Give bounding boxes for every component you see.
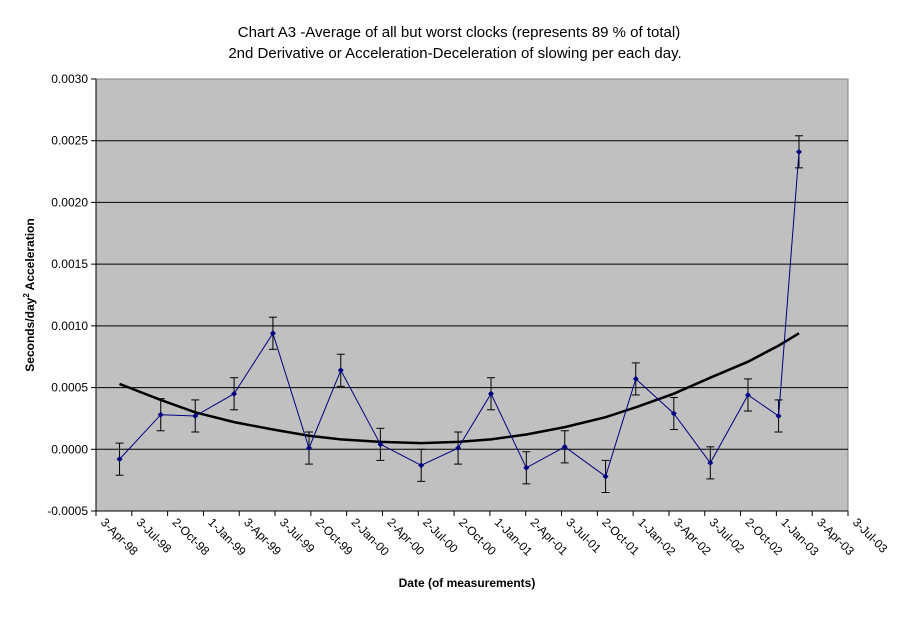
x-tick-label: 3-Jul-99 bbox=[277, 515, 318, 556]
y-tick-label: 0.0025 bbox=[51, 134, 88, 148]
data-series bbox=[116, 148, 802, 480]
y-tick-label: 0.0005 bbox=[51, 381, 88, 395]
chart-title-line-1: Chart A3 -Average of all but worst clock… bbox=[238, 24, 680, 41]
x-tick-label: 1-Jan-99 bbox=[205, 515, 249, 559]
data-point bbox=[602, 473, 609, 480]
y-axis-title-superscript: 2 bbox=[22, 293, 31, 298]
x-tick-label: 3-Apr-99 bbox=[241, 515, 284, 558]
x-axis-title: Date (of measurements) bbox=[399, 576, 536, 590]
trendline-path bbox=[119, 332, 800, 445]
chart-title-line-2: 2nd Derivative or Acceleration-Decelerat… bbox=[228, 45, 681, 62]
x-tick-label: 2-Jul-00 bbox=[420, 515, 461, 556]
x-tick-label: 3-Apr-98 bbox=[98, 515, 141, 558]
x-tick-label: 3-Apr-03 bbox=[814, 515, 857, 558]
x-tick-label: 2-Apr-00 bbox=[384, 515, 427, 558]
x-tick-label: 3-Jul-98 bbox=[134, 515, 175, 556]
gridlines bbox=[96, 140, 848, 450]
x-tick-label: 1-Jan-03 bbox=[778, 515, 822, 559]
data-point bbox=[744, 391, 751, 398]
data-point bbox=[488, 390, 495, 397]
data-point bbox=[157, 411, 164, 418]
data-point bbox=[337, 367, 344, 374]
data-point bbox=[707, 459, 714, 466]
y-tick-label: -0.0005 bbox=[47, 504, 88, 518]
y-axis: -0.0005 0.0000 0.0005 0.0010 0.0015 0.0020 0.0… bbox=[47, 72, 97, 518]
data-point bbox=[523, 464, 530, 471]
y-axis-title-suffix: Acceleration bbox=[23, 218, 37, 293]
data-point bbox=[670, 410, 677, 417]
x-tick-label: 2-Apr-01 bbox=[528, 515, 571, 558]
x-tick-label: 1-Jan-02 bbox=[635, 515, 679, 559]
y-tick-label: 0.0015 bbox=[51, 257, 88, 271]
x-tick-label: 2-Oct-02 bbox=[742, 515, 785, 558]
data-point bbox=[418, 462, 425, 469]
x-tick-label: 2-Jan-00 bbox=[349, 515, 393, 559]
series-line bbox=[119, 151, 800, 478]
data-point bbox=[231, 390, 238, 397]
data-point bbox=[192, 412, 199, 419]
y-tick-label: 0.0000 bbox=[51, 442, 88, 456]
x-tick-label: 2-Oct-01 bbox=[599, 515, 642, 558]
y-tick-label: 0.0030 bbox=[51, 72, 88, 86]
data-point bbox=[795, 148, 802, 155]
x-tick-label: 1-Jan-01 bbox=[492, 515, 536, 559]
x-tick-label: 3-Jul-01 bbox=[563, 515, 604, 556]
x-tick-label: 3-Jul-03 bbox=[850, 515, 891, 556]
y-axis-title-prefix: Seconds/day bbox=[23, 297, 37, 371]
data-point bbox=[775, 412, 782, 419]
x-tick-label: 3-Jul-02 bbox=[707, 515, 748, 556]
data-point bbox=[116, 456, 123, 463]
trendline bbox=[119, 332, 800, 445]
data-point bbox=[561, 443, 568, 450]
y-tick-label: 0.0020 bbox=[51, 195, 88, 209]
y-axis-title: Seconds/day2 Acceleration bbox=[22, 218, 37, 371]
plot-area bbox=[95, 78, 849, 512]
x-tick-label: 2-Oct-00 bbox=[456, 515, 499, 558]
x-axis: 3-Apr-983-Jul-982-Oct-981-Jan-993-Apr-99… bbox=[95, 510, 891, 559]
data-point bbox=[455, 445, 462, 452]
data-point bbox=[269, 330, 276, 337]
x-tick-label: 3-Apr-02 bbox=[671, 515, 714, 558]
x-tick-label: 2-Oct-98 bbox=[169, 515, 212, 558]
y-tick-label: 0.0010 bbox=[51, 319, 88, 333]
x-tick-label: 2-Oct-99 bbox=[313, 515, 356, 558]
data-point bbox=[306, 445, 313, 452]
data-point bbox=[377, 441, 384, 448]
data-point bbox=[632, 375, 639, 382]
